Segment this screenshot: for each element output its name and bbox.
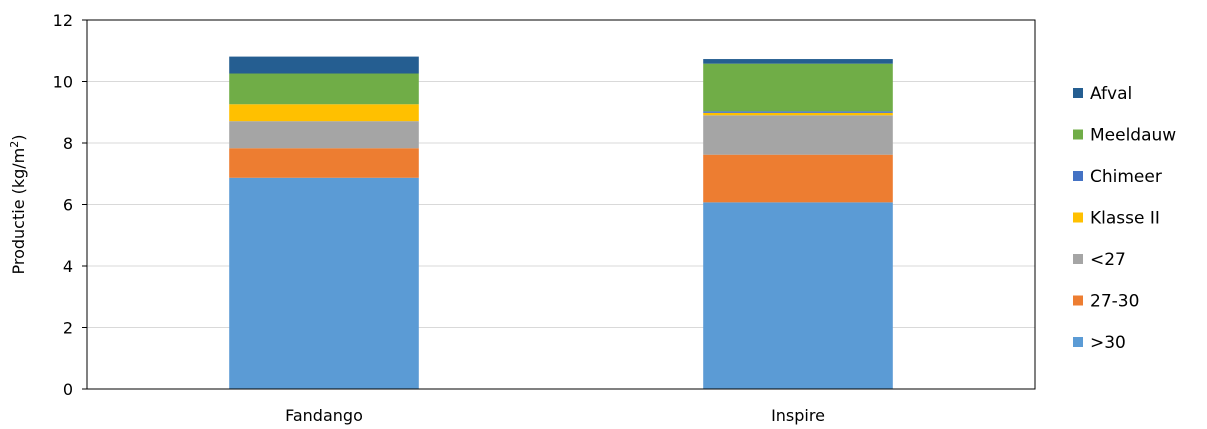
y-tick-label: 6	[63, 196, 73, 215]
bar-segment	[703, 112, 893, 116]
bar-segment	[229, 73, 419, 105]
y-tick-label: 2	[63, 319, 73, 338]
legend-item: Chimeer	[1073, 167, 1162, 187]
bar-segment	[229, 104, 419, 122]
bar-segment	[229, 56, 419, 74]
legend: Afval Meeldauw Chimeer Klasse II <27 27-30 >30	[1073, 84, 1176, 353]
legend-label: >30	[1090, 333, 1126, 353]
bar-segment	[703, 59, 893, 64]
legend-label: Chimeer	[1090, 167, 1162, 187]
x-tick-label: Fandango	[285, 406, 363, 425]
legend-swatch	[1073, 337, 1083, 347]
y-tick-label: 0	[63, 380, 73, 399]
legend-swatch	[1073, 295, 1083, 306]
legend-item: Meeldauw	[1073, 126, 1176, 146]
y-axis-title-text: Productie (kg/m	[9, 148, 28, 275]
bar-segment	[703, 115, 893, 155]
legend-swatch	[1073, 254, 1083, 264]
y-axis-title: Productie (kg/m2)	[8, 134, 28, 274]
bar-segment	[229, 177, 419, 389]
bar-segment	[229, 148, 419, 178]
y-tick-label: 8	[63, 134, 73, 153]
bars	[229, 56, 893, 389]
legend-swatch	[1073, 171, 1083, 181]
y-tick-label: 10	[53, 73, 73, 92]
y-tick-label: 12	[53, 11, 73, 30]
legend-label: Klasse II	[1090, 209, 1160, 229]
y-tick-label: 4	[63, 257, 73, 276]
bar-segment	[703, 63, 893, 112]
x-axis-ticks: Fandango Inspire	[285, 406, 825, 425]
y-axis-ticks: 0 2 4 6 8 10 12	[53, 11, 87, 399]
legend-item: >30	[1073, 333, 1126, 353]
legend-item: <27	[1073, 250, 1126, 270]
legend-label: 27-30	[1090, 292, 1139, 312]
y-axis-title-close: )	[9, 134, 28, 140]
bar-segment	[229, 121, 419, 149]
legend-item: 27-30	[1073, 292, 1139, 312]
bar-segment	[703, 154, 893, 203]
legend-label: Meeldauw	[1090, 126, 1176, 146]
bar-segment	[703, 202, 893, 389]
legend-swatch	[1073, 212, 1083, 223]
bar-segment	[703, 111, 893, 113]
y-axis-title-superscript: 2	[8, 141, 21, 148]
x-tick-label: Inspire	[771, 406, 825, 425]
legend-swatch	[1073, 88, 1083, 98]
legend-item: Klasse II	[1073, 209, 1160, 229]
legend-label: Afval	[1090, 84, 1132, 104]
legend-label: <27	[1090, 250, 1126, 270]
legend-item: Afval	[1073, 84, 1132, 104]
legend-swatch	[1073, 129, 1083, 140]
